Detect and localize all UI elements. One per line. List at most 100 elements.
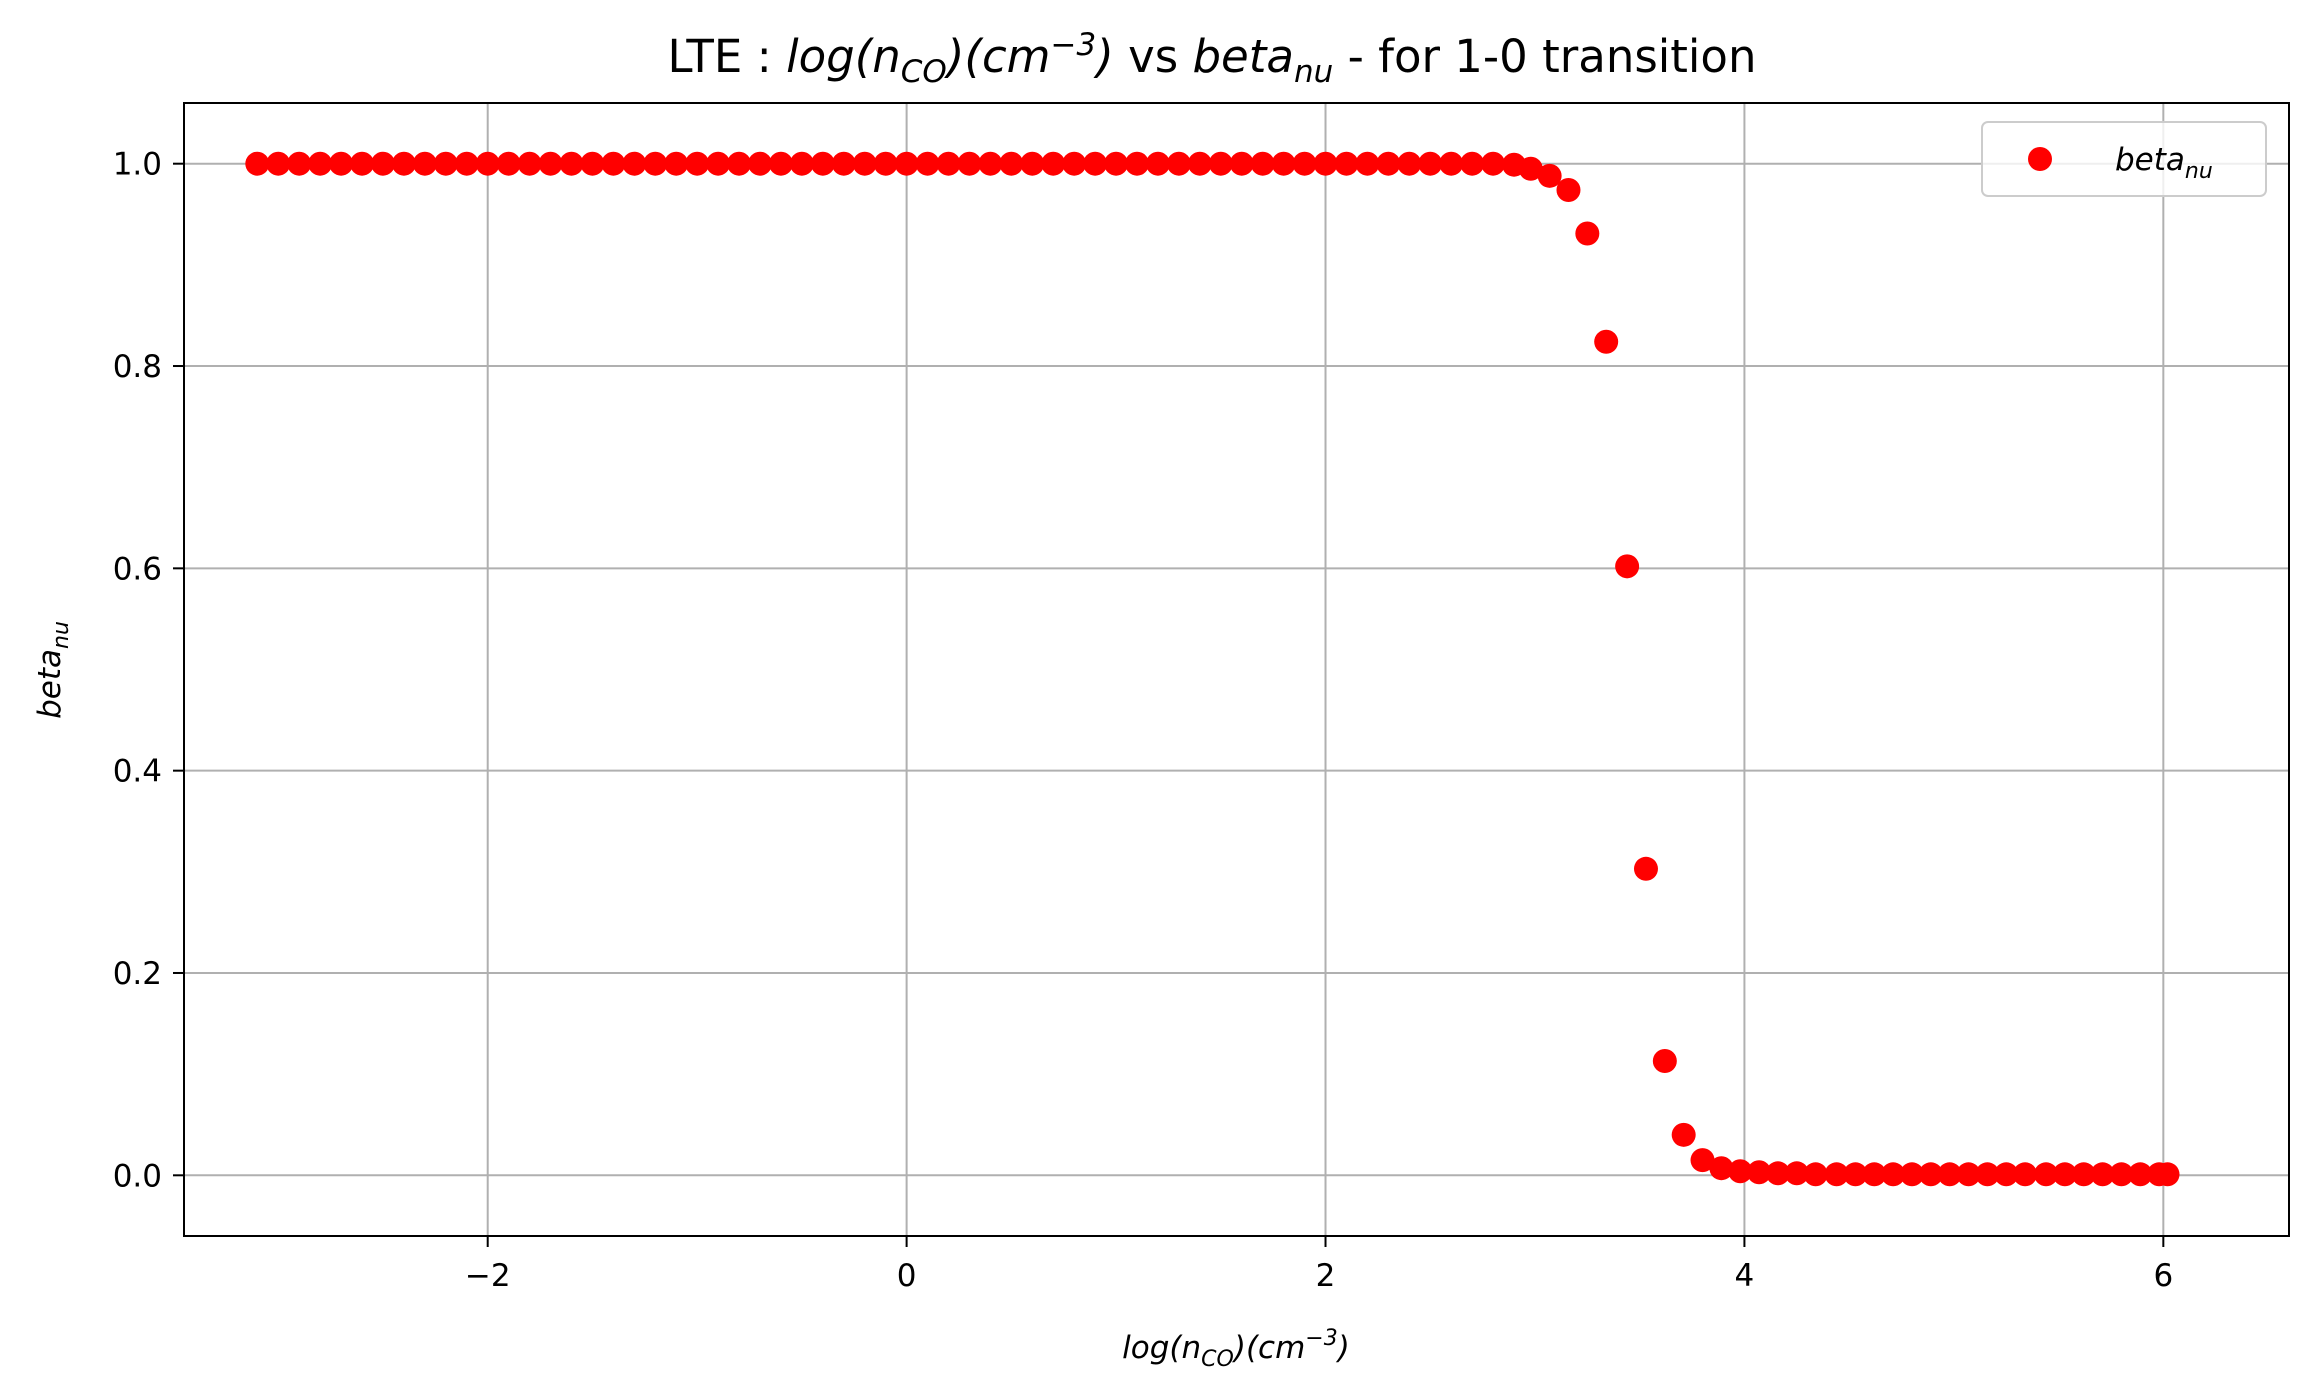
data-point (894, 151, 919, 176)
data-point (601, 151, 626, 176)
chart-title-log: log (786, 30, 855, 83)
data-point (517, 151, 542, 176)
data-point (1537, 163, 1562, 188)
chart-title-cm: )(cm (944, 30, 1051, 83)
data-point (1397, 151, 1422, 176)
data-point (1994, 1162, 2019, 1187)
data-point (2109, 1162, 2134, 1187)
data-point (1083, 151, 1108, 176)
data-point (245, 151, 270, 176)
data-point (2155, 1162, 2180, 1187)
data-point (915, 151, 940, 176)
data-point (1556, 177, 1581, 202)
data-point (1671, 1122, 1696, 1147)
chart-title-vs: vs (1114, 30, 1193, 83)
data-point (1824, 1162, 1849, 1187)
x-tick-label: 4 (1735, 1258, 1755, 1294)
data-point (350, 151, 375, 176)
data-point (1803, 1162, 1828, 1187)
y-tick-label: 0.8 (113, 349, 162, 385)
data-point (999, 151, 1024, 176)
y-axis-label-main: beta (32, 649, 68, 719)
legend-box (1981, 121, 2267, 197)
data-point (1376, 151, 1401, 176)
legend-label-sub: nu (2185, 159, 2213, 184)
data-point (1020, 151, 1045, 176)
data-point (1765, 1161, 1790, 1186)
data-point (685, 151, 710, 176)
data-point (287, 151, 312, 176)
data-point (1418, 151, 1443, 176)
x-axis-ticks: −2 0 2 4 6 (465, 1236, 2173, 1294)
x-tick-label: 0 (897, 1258, 917, 1294)
data-point (1652, 1048, 1677, 1073)
x-axis-label-sup: −3 (1305, 1326, 1337, 1351)
data-point (1187, 151, 1212, 176)
data-point (308, 151, 333, 176)
data-point (1918, 1162, 1943, 1187)
data-point (622, 151, 647, 176)
y-axis-label: betanu (32, 621, 74, 719)
data-point (1208, 151, 1233, 176)
data-point (475, 151, 500, 176)
x-axis-label: log(nCO)(cm−3) (1122, 1326, 1350, 1372)
data-point (2071, 1162, 2096, 1187)
chart-title-close: ) (1093, 30, 1114, 83)
legend-marker (2028, 147, 2052, 171)
data-point (706, 151, 731, 176)
data-point (1594, 329, 1619, 354)
x-axis-label-cm: )(cm (1232, 1330, 1305, 1366)
data-point (1518, 156, 1543, 181)
x-tick-label: 6 (2153, 1258, 2173, 1294)
y-axis-ticks: 0.0 0.2 0.4 0.6 0.8 1.0 (113, 147, 184, 1194)
data-point (2128, 1162, 2153, 1187)
data-point (747, 151, 772, 176)
data-point (559, 151, 584, 176)
data-point (768, 151, 793, 176)
data-point (789, 151, 814, 176)
legend-label: betanu (2115, 142, 2213, 184)
data-point (454, 151, 479, 176)
data-point (2090, 1162, 2115, 1187)
data-point (580, 151, 605, 176)
data-point (1439, 151, 1464, 176)
data-point (329, 151, 354, 176)
data-point (1728, 1159, 1753, 1184)
data-point (978, 151, 1003, 176)
data-point (1975, 1162, 2000, 1187)
data-point (1615, 554, 1640, 579)
y-tick-label: 0.2 (113, 956, 162, 992)
data-point (1313, 151, 1338, 176)
data-point (1862, 1162, 1887, 1187)
data-point (1125, 151, 1150, 176)
data-point (852, 151, 877, 176)
data-point (1481, 151, 1506, 176)
data-point (433, 151, 458, 176)
y-axis-label-sub: nu (49, 621, 74, 649)
data-point (1292, 151, 1317, 176)
data-point (936, 151, 961, 176)
x-axis-label-close: ) (1336, 1330, 1350, 1366)
x-axis-label-main: log(n (1122, 1330, 1201, 1366)
data-point (1250, 151, 1275, 176)
data-point (1041, 151, 1066, 176)
data-point (370, 151, 395, 176)
data-point (538, 151, 563, 176)
y-tick-label: 0.4 (113, 754, 162, 790)
data-point (1166, 151, 1191, 176)
y-tick-label: 0.0 (113, 1158, 162, 1194)
chart-title-beta-sub: nu (1294, 54, 1333, 90)
data-point (2052, 1162, 2077, 1187)
data-point (1145, 151, 1170, 176)
data-point (727, 151, 752, 176)
legend: betanu (1981, 121, 2267, 197)
x-tick-label: −2 (465, 1258, 511, 1294)
chart-title-prefix: LTE : (668, 30, 787, 83)
data-point (1062, 151, 1087, 176)
data-point (1956, 1162, 1981, 1187)
scatter-points (245, 151, 2180, 1187)
data-point (1229, 151, 1254, 176)
data-point (1690, 1148, 1715, 1173)
data-point (1709, 1156, 1734, 1181)
